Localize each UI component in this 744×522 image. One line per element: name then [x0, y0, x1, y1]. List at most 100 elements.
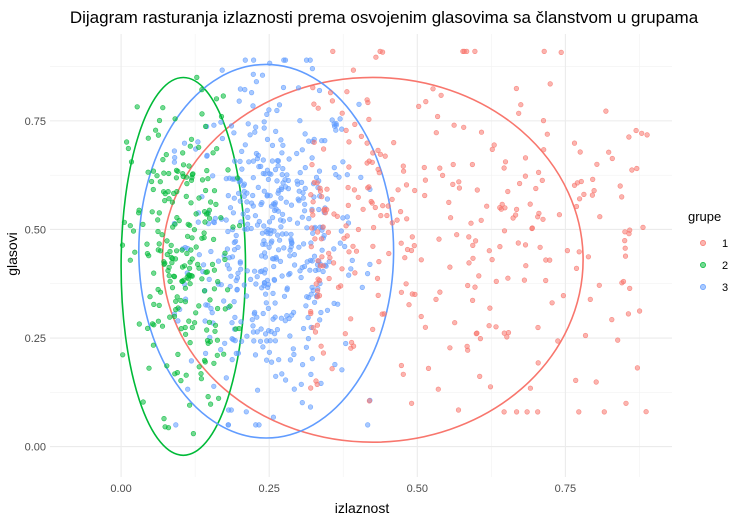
series-2-point	[193, 211, 199, 217]
series-1-point	[318, 236, 325, 242]
series-1-point	[437, 289, 443, 295]
series-3-point	[265, 176, 272, 182]
series-1-point	[447, 264, 453, 270]
series-3-point	[287, 253, 293, 259]
series-2-point	[151, 322, 157, 328]
series-2-point	[132, 249, 138, 255]
series-3-point	[208, 248, 214, 255]
series-1-point	[409, 234, 415, 240]
series-3-point	[349, 257, 355, 264]
series-2-point	[222, 256, 228, 263]
series-1-point	[636, 308, 643, 314]
series-1-point	[370, 243, 376, 249]
series-3-point	[244, 190, 250, 196]
y-tick-label: 0.50	[25, 224, 46, 236]
series-1-point	[338, 283, 344, 289]
series-2-point	[183, 193, 189, 199]
series-1-point	[391, 140, 397, 146]
series-3-point	[276, 102, 283, 108]
series-2-point	[220, 93, 226, 99]
series-1-point	[408, 247, 415, 254]
series-3-point	[331, 165, 337, 171]
series-1-point	[476, 273, 482, 279]
series-3-point	[244, 268, 250, 274]
series-1-point	[571, 140, 578, 146]
series-1-point	[375, 166, 381, 172]
series-2-point	[187, 340, 193, 346]
series-1-point	[418, 257, 424, 263]
series-3-point	[280, 142, 286, 148]
series-2-point	[163, 152, 169, 158]
series-3-point	[225, 422, 231, 428]
series-3-point	[244, 226, 250, 232]
legend-label-1: 1	[722, 238, 728, 250]
series-3-point	[238, 319, 244, 325]
series-1-point	[515, 240, 521, 246]
series-3-point	[359, 284, 365, 291]
series-1-point	[421, 164, 427, 171]
series-3-point	[324, 196, 331, 202]
series-3-point	[258, 163, 264, 169]
series-1-point	[438, 92, 444, 98]
series-2-point	[166, 273, 172, 279]
series-2-point	[190, 171, 196, 177]
series-2-point	[173, 167, 180, 173]
y-axis-title: glasovi	[4, 232, 20, 276]
series-3-point	[203, 350, 209, 357]
series-2-point	[145, 135, 151, 141]
series-3-point	[252, 213, 258, 219]
series-2-point	[189, 324, 195, 331]
series-3-point	[260, 344, 266, 350]
series-1-point	[518, 102, 524, 108]
series-2-point	[150, 186, 156, 193]
series-2-point	[185, 233, 191, 239]
series-1-point	[493, 324, 499, 330]
series-3-point	[266, 328, 272, 334]
series-3-point	[331, 246, 337, 252]
series-2-point	[167, 314, 173, 320]
series-1-point	[366, 398, 373, 404]
series-3-point	[278, 315, 285, 321]
series-3-point	[295, 181, 301, 187]
series-2-point	[156, 241, 162, 247]
series-3-point	[286, 156, 292, 162]
series-1-point	[470, 255, 476, 261]
series-2-point	[214, 146, 220, 152]
series-3-point	[348, 266, 354, 272]
series-1-point	[355, 226, 362, 233]
series-1-point	[470, 297, 476, 304]
series-3-point	[252, 352, 259, 358]
series-1-point	[331, 211, 337, 217]
series-2-point	[212, 328, 218, 334]
series-2-point	[174, 215, 180, 221]
series-1-point	[547, 257, 553, 263]
series-3-point	[250, 71, 256, 77]
series-1-point	[454, 232, 460, 238]
series-2-point	[214, 337, 220, 343]
series-3-point	[299, 147, 305, 153]
series-1-point	[353, 248, 360, 254]
series-1-point	[470, 242, 476, 248]
series-2-point	[227, 303, 233, 309]
series-3-point	[233, 232, 239, 239]
series-3-point	[365, 422, 371, 428]
series-1-point	[422, 324, 429, 330]
series-3-point	[252, 129, 258, 135]
series-2-point	[136, 321, 142, 327]
series-1-point	[308, 192, 314, 198]
series-1-point	[589, 192, 596, 198]
series-3-point	[251, 57, 257, 63]
series-1-point	[376, 259, 382, 265]
series-1-point	[582, 332, 589, 339]
series-3-point	[181, 140, 188, 146]
series-2-point	[202, 359, 208, 365]
series-3-point	[250, 158, 256, 164]
series-2-point	[198, 371, 204, 377]
series-2-point	[151, 270, 157, 276]
series-3-point	[290, 346, 296, 352]
series-1-point	[321, 146, 327, 152]
series-1-point	[394, 217, 400, 223]
series-3-point	[329, 117, 335, 123]
series-3-point	[245, 121, 251, 127]
series-3-point	[266, 219, 273, 225]
